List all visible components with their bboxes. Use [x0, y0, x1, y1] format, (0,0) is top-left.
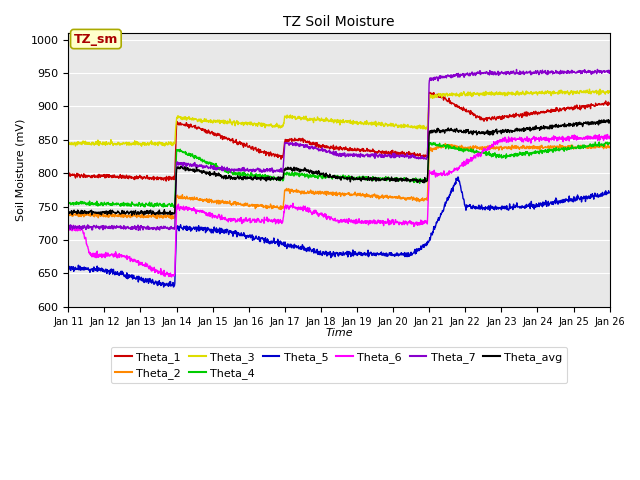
Theta_6	[65, 226, 72, 231]
Theta_5	[454, 174, 462, 180]
Theta_2	[306, 190, 314, 195]
Theta_7	[373, 153, 381, 159]
Theta_7	[316, 146, 323, 152]
Theta_1	[306, 142, 314, 147]
Theta_3	[129, 140, 136, 146]
Theta_5	[129, 272, 136, 278]
Theta_6	[306, 205, 314, 211]
Line: Theta_5: Theta_5	[68, 177, 610, 287]
Line: Theta_4: Theta_4	[68, 142, 610, 207]
Theta_1	[129, 175, 136, 181]
Theta_5	[160, 284, 168, 290]
Theta_3	[586, 86, 593, 92]
Theta_5	[316, 252, 323, 257]
Line: Theta_avg: Theta_avg	[68, 120, 610, 216]
Theta_6	[168, 274, 175, 280]
Theta_4	[294, 172, 302, 178]
Theta_4	[373, 176, 381, 182]
Theta_7	[65, 222, 72, 228]
Theta_2	[442, 141, 449, 146]
Theta_7	[306, 144, 314, 150]
Theta_3	[373, 120, 381, 126]
Theta_5	[294, 243, 302, 249]
Line: Theta_3: Theta_3	[68, 89, 610, 146]
Theta_2	[106, 212, 114, 218]
Theta_avg	[65, 208, 72, 214]
Theta_7	[593, 67, 601, 72]
Line: Theta_1: Theta_1	[68, 92, 610, 181]
Theta_2	[294, 188, 302, 193]
Theta_avg	[605, 117, 612, 122]
Theta_6	[606, 133, 614, 139]
Theta_1	[294, 137, 302, 143]
Theta_avg	[373, 178, 381, 183]
Theta_5	[106, 270, 114, 276]
Theta_7	[134, 228, 142, 233]
Theta_1	[316, 142, 323, 148]
Theta_3	[65, 139, 72, 144]
Theta_2	[65, 212, 72, 217]
Theta_4	[306, 173, 314, 179]
Title: TZ Soil Moisture: TZ Soil Moisture	[284, 15, 395, 29]
Theta_4	[129, 201, 136, 207]
Theta_1	[163, 178, 170, 184]
Theta_7	[606, 68, 614, 73]
Theta_4	[595, 139, 603, 145]
Text: TZ_sm: TZ_sm	[74, 33, 118, 46]
Theta_1	[426, 89, 434, 95]
Theta_4	[170, 204, 178, 210]
Theta_3	[306, 118, 314, 123]
Y-axis label: Soil Moisture (mV): Soil Moisture (mV)	[15, 119, 25, 221]
Theta_1	[373, 150, 381, 156]
Theta_7	[106, 225, 114, 231]
Line: Theta_7: Theta_7	[68, 70, 610, 230]
Theta_6	[316, 212, 323, 218]
Legend: Theta_1, Theta_2, Theta_3, Theta_4, Theta_5, Theta_6, Theta_7, Theta_avg: Theta_1, Theta_2, Theta_3, Theta_4, Thet…	[111, 347, 567, 384]
Theta_6	[106, 253, 114, 259]
Theta_4	[606, 140, 614, 146]
Theta_avg	[606, 118, 614, 124]
Theta_6	[373, 221, 381, 227]
Theta_3	[106, 142, 114, 147]
Theta_3	[294, 114, 302, 120]
Theta_avg	[316, 168, 323, 174]
Theta_1	[606, 100, 614, 106]
Theta_1	[65, 170, 72, 176]
Theta_7	[294, 142, 302, 147]
Theta_2	[168, 216, 175, 222]
Theta_6	[129, 257, 136, 263]
Theta_5	[306, 244, 314, 250]
Line: Theta_2: Theta_2	[68, 144, 610, 219]
Theta_avg	[128, 213, 136, 218]
Theta_3	[606, 89, 614, 95]
Theta_5	[606, 190, 614, 195]
Theta_3	[316, 118, 323, 123]
Theta_5	[373, 251, 381, 257]
Theta_4	[106, 201, 114, 206]
Theta_avg	[106, 211, 114, 216]
Theta_2	[316, 189, 323, 194]
Theta_6	[294, 206, 302, 212]
Theta_6	[604, 132, 611, 137]
Theta_3	[138, 144, 145, 149]
X-axis label: Time: Time	[325, 328, 353, 338]
Theta_5	[65, 263, 72, 268]
Theta_1	[106, 173, 114, 179]
Theta_avg	[294, 167, 302, 172]
Theta_4	[316, 173, 323, 179]
Theta_4	[65, 199, 72, 205]
Line: Theta_6: Theta_6	[68, 134, 610, 277]
Theta_avg	[129, 210, 136, 216]
Theta_2	[373, 195, 381, 201]
Theta_2	[606, 144, 614, 149]
Theta_2	[129, 213, 136, 219]
Theta_avg	[306, 170, 314, 176]
Theta_7	[129, 224, 136, 229]
